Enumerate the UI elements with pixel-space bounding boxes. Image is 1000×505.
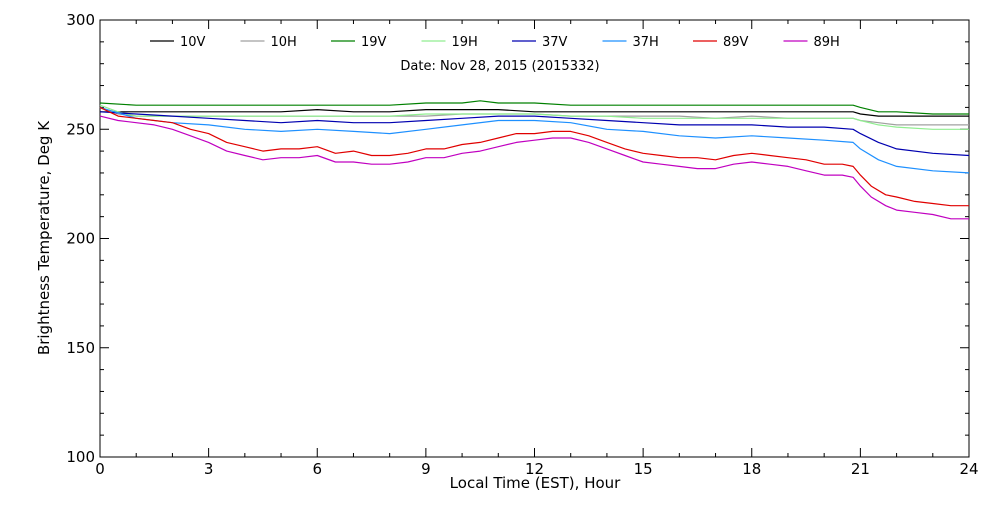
y-tick-label: 300 bbox=[66, 11, 95, 29]
x-tick-label: 9 bbox=[421, 460, 431, 478]
x-tick-label: 3 bbox=[204, 460, 214, 478]
legend-label-37h: 37H bbox=[633, 35, 659, 50]
series-line-19h bbox=[99, 104, 969, 130]
series-line-37h bbox=[99, 106, 970, 174]
x-tick-label: 24 bbox=[959, 460, 978, 478]
legend-label-37v: 37V bbox=[542, 35, 568, 50]
series-line-19v bbox=[99, 100, 969, 115]
x-tick-label: 15 bbox=[634, 460, 653, 478]
plot-area bbox=[99, 19, 970, 458]
x-tick-label: 0 bbox=[95, 460, 105, 478]
legend-label-10v: 10V bbox=[180, 35, 206, 50]
series-lines bbox=[99, 100, 970, 220]
y-axis-title: Brightness Temperature, Deg K bbox=[35, 120, 53, 355]
y-tick-label: 150 bbox=[66, 339, 95, 357]
y-tick-label: 100 bbox=[66, 448, 95, 466]
legend-label-19h: 19H bbox=[452, 35, 478, 50]
x-tick-label: 18 bbox=[742, 460, 761, 478]
legend-label-89v: 89V bbox=[723, 35, 749, 50]
axis-ticks: 0 3 6 9 12 15 18 21 24 100 150 200 250 300 bbox=[66, 11, 978, 478]
y-tick-label: 200 bbox=[66, 230, 95, 248]
x-axis-title: Local Time (EST), Hour bbox=[450, 474, 621, 492]
series-line-10v bbox=[100, 108, 969, 117]
x-tick-label: 12 bbox=[525, 460, 544, 478]
legend: 10V 10H 19V 19H 37V 37H 89V 89H bbox=[150, 35, 840, 50]
legend-label-89h: 89H bbox=[814, 35, 840, 50]
x-tick-label: 21 bbox=[851, 460, 870, 478]
date-annotation: Date: Nov 28, 2015 (2015332) bbox=[400, 59, 599, 74]
legend-label-19v: 19V bbox=[361, 35, 387, 50]
series-line-37v bbox=[99, 111, 970, 157]
x-tick-label: 6 bbox=[312, 460, 322, 478]
plot-frame bbox=[99, 19, 970, 458]
series-line-89v bbox=[99, 106, 969, 207]
series-line-89h bbox=[99, 115, 969, 220]
legend-label-10h: 10H bbox=[271, 35, 297, 50]
y-tick-label: 250 bbox=[66, 120, 95, 138]
